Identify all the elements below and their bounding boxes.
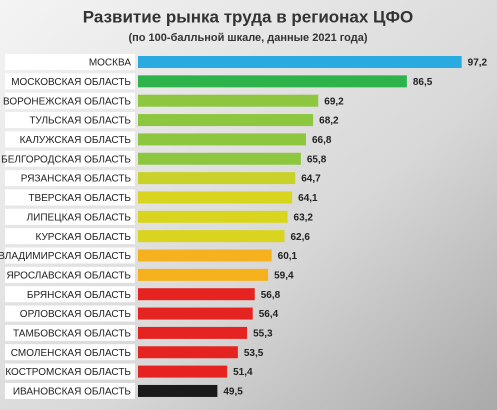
value-label: 56,8: [261, 290, 281, 301]
label-box: [5, 189, 135, 206]
category-label: ТУЛЬСКАЯ ОБЛАСТЬ: [29, 116, 131, 127]
category-label: ВЛАДИМИРСКАЯ ОБЛАСТЬ: [0, 251, 131, 262]
label-box: [5, 54, 135, 70]
label-box: [5, 363, 135, 380]
category-label: РЯЗАНСКАЯ ОБЛАСТЬ: [21, 174, 132, 185]
bar: [138, 249, 272, 262]
bar: [138, 152, 301, 165]
chart-subtitle: (по 100-балльной шкале, данные 2021 года…: [128, 32, 367, 44]
label-box: [5, 286, 135, 303]
value-label: 56,4: [259, 309, 279, 320]
value-label: 59,4: [274, 270, 294, 281]
category-label: ОРЛОВСКАЯ ОБЛАСТЬ: [20, 309, 132, 320]
label-box: [5, 247, 135, 264]
category-label: ЯРОСЛАВСКАЯ ОБЛАСТЬ: [6, 270, 131, 281]
label-box: [5, 73, 135, 90]
bar: [138, 210, 288, 223]
category-label: КАЛУЖСКАЯ ОБЛАСТЬ: [20, 135, 132, 146]
bar: [138, 268, 269, 281]
label-box: [5, 112, 135, 129]
bar: [138, 133, 306, 146]
category-label: ИВАНОВСКАЯ ОБЛАСТЬ: [13, 387, 132, 398]
bar: [138, 346, 238, 359]
bar: [138, 230, 285, 243]
label-box: [5, 266, 135, 283]
bar: [138, 288, 255, 301]
bar: [138, 307, 253, 320]
category-label: БРЯНСКАЯ ОБЛАСТЬ: [27, 290, 132, 301]
label-box: [5, 92, 135, 109]
label-box: [5, 208, 135, 225]
label-box: [5, 344, 135, 361]
category-label: ВОРОНЕЖСКАЯ ОБЛАСТЬ: [3, 96, 131, 107]
bar: [138, 56, 462, 68]
category-label: МОСКОВСКАЯ ОБЛАСТЬ: [11, 77, 131, 88]
chart-title: Развитие рынка труда в регионах ЦФО: [83, 7, 413, 26]
bar: [138, 384, 218, 397]
label-box: [5, 150, 135, 167]
bar: [138, 172, 296, 185]
category-label: БЕЛГОРОДСКАЯ ОБЛАСТЬ: [1, 154, 131, 165]
label-box: [5, 305, 135, 322]
label-box: [5, 170, 135, 187]
bar: [138, 326, 248, 339]
category-label: СМОЛЕНСКАЯ ОБЛАСТЬ: [11, 348, 132, 359]
bar: [138, 94, 319, 107]
bar: [138, 191, 293, 204]
label-box: [5, 382, 135, 399]
value-label: 65,8: [307, 154, 327, 165]
value-label: 86,5: [413, 77, 433, 88]
label-box: [5, 131, 135, 148]
value-label: 64,7: [301, 174, 321, 185]
value-label: 69,2: [324, 96, 344, 107]
label-box: [5, 324, 135, 341]
bar: [138, 365, 228, 378]
category-label: ТАМБОВСКАЯ ОБЛАСТЬ: [13, 329, 131, 340]
value-label: 68,2: [319, 116, 339, 127]
value-label: 49,5: [223, 387, 243, 398]
category-label: МОСКВА: [89, 58, 131, 69]
bar: [138, 75, 407, 88]
value-label: 97,2: [468, 58, 488, 69]
value-label: 53,5: [244, 348, 264, 359]
value-label: 64,1: [298, 193, 318, 204]
value-label: 63,2: [294, 212, 314, 223]
value-label: 51,4: [233, 367, 253, 378]
value-label: 55,3: [253, 329, 273, 340]
category-label: ЛИПЕЦКАЯ ОБЛАСТЬ: [27, 212, 132, 223]
label-box: [5, 228, 135, 245]
value-label: 66,8: [312, 135, 332, 146]
value-label: 60,1: [278, 251, 298, 262]
bar: [138, 114, 314, 127]
category-label: КОСТРОМСКАЯ ОБЛАСТЬ: [5, 367, 131, 378]
category-label: КУРСКАЯ ОБЛАСТЬ: [36, 232, 132, 243]
category-label: ТВЕРСКАЯ ОБЛАСТЬ: [28, 193, 131, 204]
value-label: 62,6: [290, 232, 310, 243]
